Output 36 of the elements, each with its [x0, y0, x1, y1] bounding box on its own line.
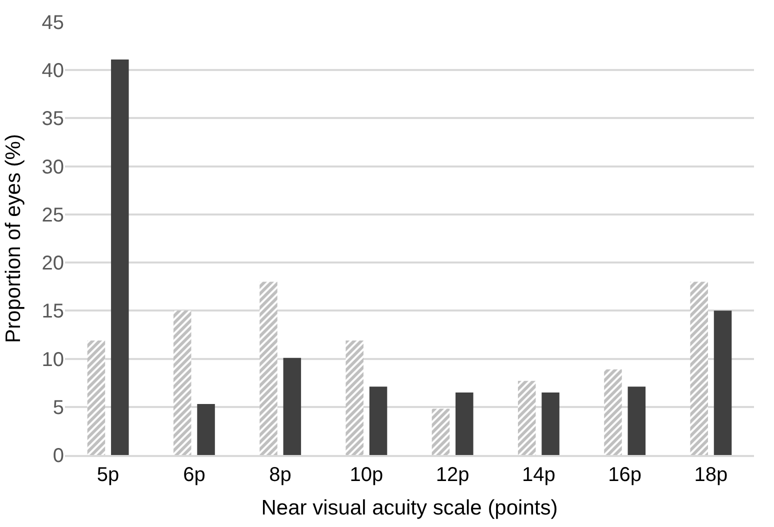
x-tick-label: 12p — [436, 464, 470, 486]
y-tick-label: 15 — [42, 300, 64, 323]
y-tick-label: 0 — [52, 445, 64, 467]
bar — [111, 60, 129, 455]
y-tick-label: 10 — [42, 348, 64, 371]
bar — [518, 380, 536, 455]
x-tick-label: 6p — [183, 464, 206, 486]
y-tick-label: 25 — [42, 204, 64, 226]
bar — [260, 282, 278, 455]
x-tick-label: 8p — [269, 464, 292, 486]
y-tick-label: 20 — [42, 252, 64, 275]
bar — [714, 310, 732, 455]
x-tick-label: 16p — [608, 464, 642, 486]
bar — [690, 282, 708, 455]
bar — [432, 408, 450, 455]
bar — [604, 369, 622, 455]
x-tick-label: 14p — [522, 464, 556, 486]
x-tick-label: 10p — [350, 464, 384, 486]
bar — [173, 310, 192, 455]
y-tick-label: 35 — [42, 108, 64, 130]
x-axis-title: Near visual acuity scale (points) — [261, 496, 558, 520]
bar — [197, 404, 215, 455]
bar — [346, 340, 364, 455]
y-tick-label: 30 — [42, 156, 64, 178]
bar — [87, 340, 106, 455]
y-tick-label: 5 — [52, 396, 64, 419]
bar — [456, 392, 474, 455]
x-tick-label: 5p — [96, 464, 120, 486]
y-tick-label: 45 — [42, 12, 64, 34]
y-axis-title: Proportion of eyes (%) — [2, 134, 25, 343]
bar — [369, 386, 388, 455]
y-tick-label: 40 — [42, 60, 64, 82]
bar — [628, 386, 646, 455]
bar — [542, 392, 560, 455]
bar — [283, 358, 302, 455]
x-tick-label: 18p — [694, 464, 728, 486]
